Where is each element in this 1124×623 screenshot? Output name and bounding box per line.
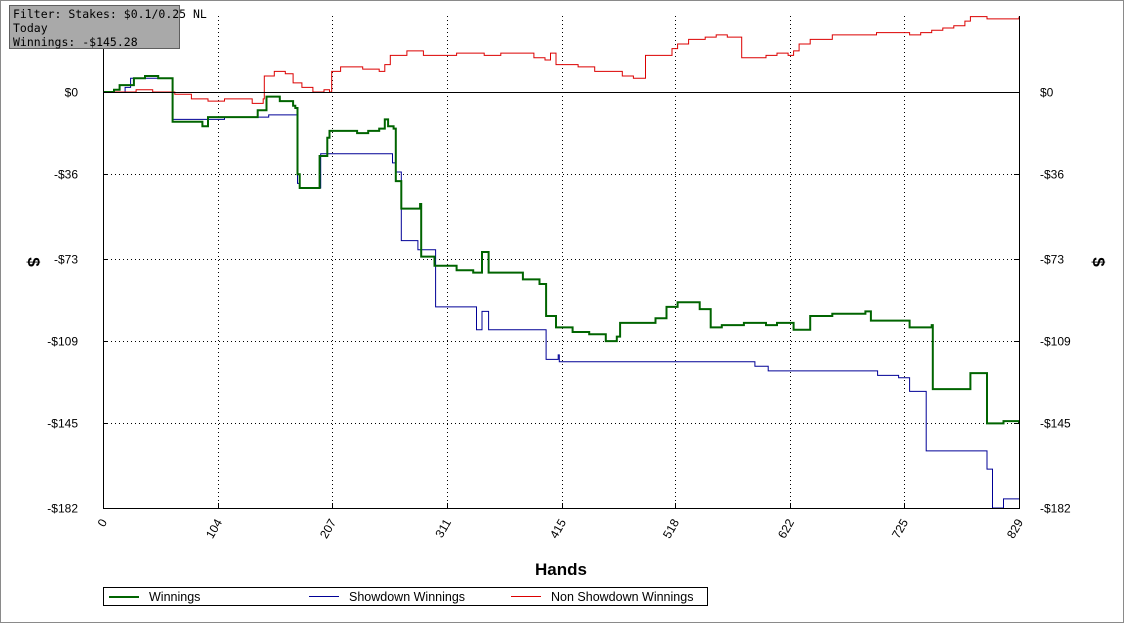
y-tick-label-left: $0: [65, 86, 79, 100]
legend-item-winnings: Winnings: [109, 588, 200, 605]
y-tick-label-left: -$145: [47, 417, 78, 431]
y-tick-label-left: -$182: [47, 502, 78, 516]
y-tick-label-right: $0: [1040, 86, 1054, 100]
x-tick-label: 622: [775, 516, 797, 541]
showdown-winnings-line: [103, 77, 1019, 509]
x-tick-label: 725: [889, 516, 911, 541]
legend-item-non-showdown: Non Showdown Winnings: [511, 588, 693, 605]
y-tick-label-right: -$109: [1040, 335, 1071, 349]
axes: [103, 16, 1020, 509]
y-tick-label-right: -$36: [1040, 168, 1064, 182]
legend-swatch-showdown: [309, 596, 339, 597]
x-tick-label: 104: [203, 516, 225, 541]
y-tick-label-right: -$145: [1040, 417, 1071, 431]
x-tick-label: 518: [660, 516, 682, 541]
filter-info-box: Filter: Stakes: $0.1/0.25 NL Today Winni…: [9, 5, 207, 49]
legend-label-showdown: Showdown Winnings: [349, 589, 466, 604]
x-axis-title: Hands: [535, 560, 587, 579]
y-tick-label-left: -$73: [54, 253, 78, 267]
non-showdown-winnings-line: [103, 16, 1020, 104]
y-axis-title-left: $: [24, 257, 43, 267]
legend-item-showdown: Showdown Winnings: [309, 588, 465, 605]
x-tick-label: 207: [317, 516, 339, 541]
y-tick-label-right: -$73: [1040, 253, 1064, 267]
filter-text: Filter: Stakes: $0.1/0.25 NL: [13, 7, 207, 21]
x-tick-label: 0: [95, 516, 111, 529]
y-axis-title-right: $: [1089, 257, 1108, 267]
legend: Winnings Showdown Winnings Non Showdown …: [103, 587, 708, 606]
legend-swatch-winnings: [109, 595, 139, 598]
series-lines: [103, 16, 1020, 509]
legend-swatch-non-showdown: [511, 596, 541, 597]
x-tick-label: 829: [1004, 516, 1026, 541]
legend-label-winnings: Winnings: [149, 589, 201, 604]
y-tick-label-left: -$109: [47, 335, 78, 349]
x-tick-label: 311: [432, 516, 454, 540]
grid-lines: [103, 16, 1019, 508]
winnings-line: [103, 75, 1020, 425]
tick-labels: 0 104 207 311 415 518 622 725 829 $0 $0 -$36 -$36 -$7…: [47, 86, 1071, 541]
y-tick-label-left: -$36: [54, 168, 78, 182]
winnings-text: Winnings: -$145.28: [13, 35, 138, 49]
y-tick-label-right: -$182: [1040, 502, 1071, 516]
x-tick-label: 415: [547, 516, 569, 541]
period-text: Today: [13, 21, 48, 35]
legend-label-non-showdown: Non Showdown Winnings: [551, 589, 694, 604]
